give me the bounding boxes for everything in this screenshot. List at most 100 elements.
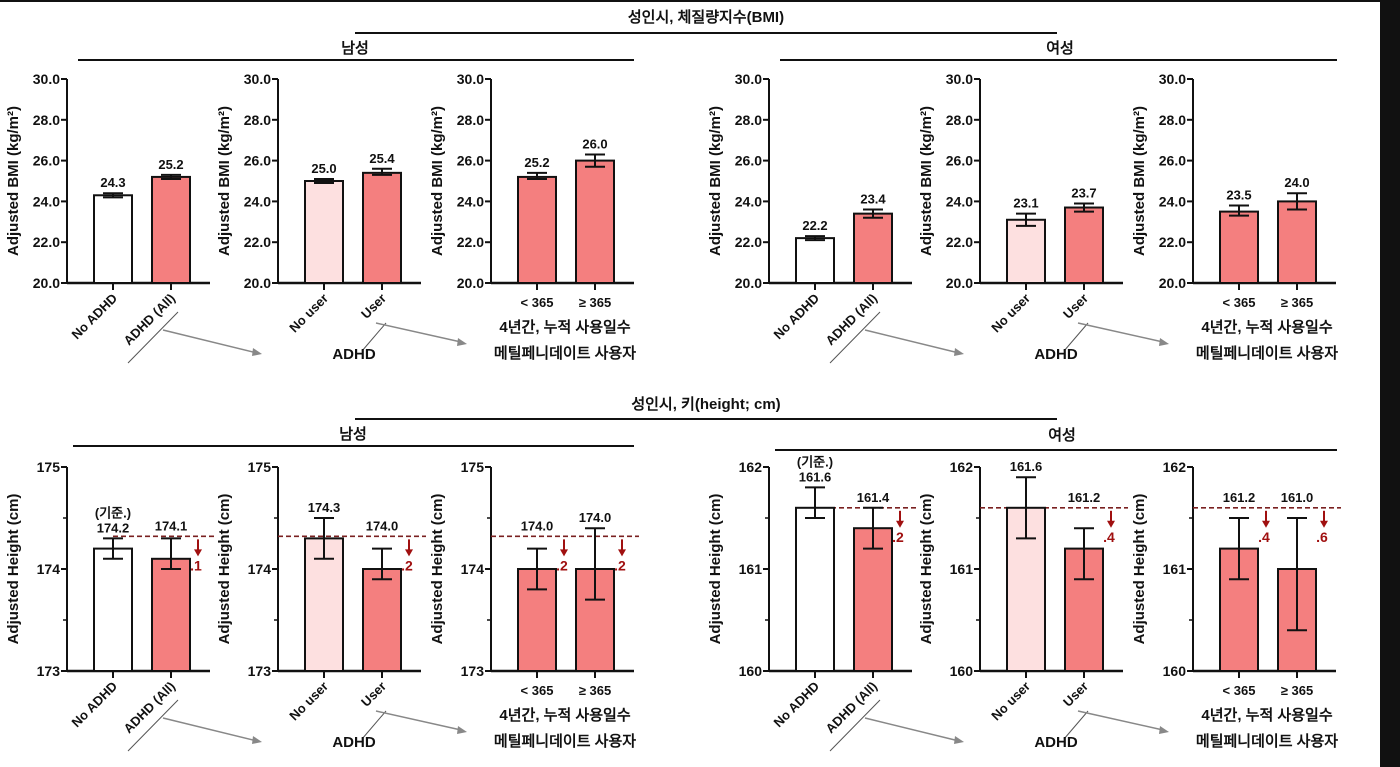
y-tick-label: 24.0 [1159,193,1186,209]
y-tick-label: 20.0 [244,275,271,291]
group-label-adhd: ADHD [1034,346,1077,363]
bmi-title: 성인시, 체질량지수(BMI) [628,8,784,26]
arrow-head-icon [1159,726,1169,734]
y-tick-label: 22.0 [1159,234,1186,250]
x-category-label: ≥ 365 [1281,683,1313,698]
down-arrow-head-icon [618,549,626,557]
y-tick-label: 26.0 [1159,153,1186,169]
x-category-label: < 365 [1223,683,1256,698]
y-tick-label: 162 [1163,459,1187,475]
y-tick-label: 161 [950,561,974,577]
y-tick-label: 30.0 [946,71,973,87]
x-category-label: No ADHD [770,679,822,731]
value-label: 24.0 [1284,175,1309,190]
y-tick-label: 30.0 [244,71,271,87]
y-tick-label: 28.0 [946,112,973,128]
y-tick-label: 28.0 [244,112,271,128]
y-tick-label: 175 [461,459,485,475]
arrow-head-icon [457,338,467,346]
right-border [1380,0,1400,767]
x-category-label: ADHD (All) [823,291,881,349]
y-tick-label: 26.0 [244,153,271,169]
y-axis-label: Adjusted BMI (kg/m²) [918,106,935,256]
group-label-adhd: ADHD [1034,734,1077,751]
y-tick-label: 26.0 [457,153,484,169]
bar [1277,200,1317,284]
x-category-label: ADHD (All) [121,291,179,349]
y-tick-label: 22.0 [244,234,271,250]
x-category-label: No user [286,291,331,336]
y-tick-label: 26.0 [946,153,973,169]
y-tick-label: 24.0 [946,193,973,209]
y-axis-label: Adjusted BMI (kg/m²) [216,106,233,256]
difference-label: .4 [1103,529,1115,545]
bar [151,175,191,284]
slash-mark [829,311,881,364]
group-label-adhd: ADHD [332,734,375,751]
y-tick-label: 160 [739,663,763,679]
arrow-head-icon [252,348,262,356]
y-axis-label: Adjusted Height (cm) [5,494,22,645]
arrow-icon [162,329,258,354]
value-label: 24.3 [100,175,125,190]
y-tick-label: 174 [248,561,272,577]
y-axis-label: Adjusted Height (cm) [429,494,446,645]
value-label: 25.2 [524,155,549,170]
bmi-male-header: 남성 [341,39,369,57]
bar [93,194,133,284]
y-tick-label: 173 [248,663,272,679]
difference-label: .1 [190,557,202,573]
value-label: 25.0 [311,161,336,176]
panel-6: 20.0 22.0 24.0 26.0 28.0 30.0 Adjusted BMI (kg… [1131,71,1338,362]
slash-mark [1063,322,1089,352]
slash-mark [829,699,881,752]
bar [795,506,835,672]
down-arrow-head-icon [560,549,568,557]
height-title: 성인시, 키(height; cm) [631,395,780,413]
y-tick-label: 24.0 [33,193,60,209]
panel-3: 20.0 22.0 24.0 26.0 28.0 30.0 Adjusted BMI (kg… [429,71,636,362]
bar [362,568,402,672]
x-category-label: ≥ 365 [579,295,611,310]
bar [362,171,402,284]
y-tick-label: 20.0 [946,275,973,291]
panel-9: 173 174 175 Adjusted Height (cm) 174.0 .2 < 36… [429,459,639,750]
group-label-duration: 4년간, 누적 사용일수 [499,318,630,336]
x-category-label: No ADHD [770,291,822,343]
group-label-duration: 4년간, 누적 사용일수 [1201,318,1332,336]
bar [151,557,191,672]
y-tick-label: 160 [950,663,974,679]
y-tick-label: 22.0 [457,234,484,250]
y-tick-label: 22.0 [735,234,762,250]
arrow-head-icon [252,736,262,744]
y-tick-label: 160 [1163,663,1187,679]
y-axis-label: Adjusted Height (cm) [1131,494,1148,645]
y-tick-label: 20.0 [1159,275,1186,291]
group-label-users: 메틸페니데이트 사용자 [494,733,636,750]
y-tick-label: 161 [1163,561,1187,577]
group-label-adhd: ADHD [332,346,375,363]
slash-mark [361,322,387,352]
y-tick-label: 28.0 [33,112,60,128]
slash-mark [127,311,179,364]
difference-label: .2 [401,557,413,573]
y-tick-label: 28.0 [1159,112,1186,128]
difference-label: .2 [556,557,568,573]
bar [853,212,893,284]
arrow-icon [162,717,258,742]
difference-label: .2 [892,529,904,545]
bar [1006,218,1046,284]
group-label-duration: 4년간, 누적 사용일수 [499,706,630,724]
y-tick-label: 174 [461,561,485,577]
y-axis-label: Adjusted Height (cm) [707,494,724,645]
y-tick-label: 175 [37,459,61,475]
y-tick-label: 28.0 [457,112,484,128]
arrow-icon [375,322,462,343]
x-category-label: No ADHD [68,291,120,343]
y-tick-label: 175 [248,459,272,475]
bar [93,547,133,672]
down-arrow-head-icon [1320,520,1328,528]
y-axis-label: Adjusted BMI (kg/m²) [707,106,724,256]
bar [304,180,344,284]
